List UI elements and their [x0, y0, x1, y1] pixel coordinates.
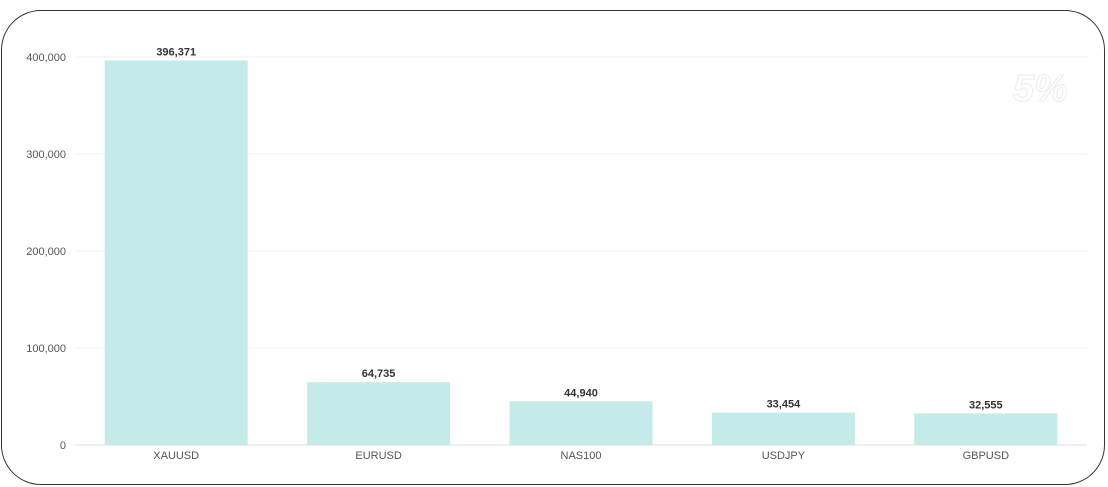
x-tick-label: XAUUSD: [153, 450, 199, 462]
y-tick-label: 100,000: [26, 343, 66, 355]
bar-eurusd[interactable]: [307, 382, 451, 445]
y-tick-label: 400,000: [26, 52, 66, 64]
y-tick-label: 300,000: [26, 149, 66, 161]
data-label: 396,371: [156, 47, 196, 59]
x-tick-label: NAS100: [561, 450, 602, 462]
watermark-logo: 5%: [1013, 68, 1068, 110]
bar-usdjpy[interactable]: [711, 412, 855, 445]
data-label: 44,940: [564, 387, 598, 399]
x-tick-label: EURUSD: [355, 450, 402, 462]
bar-gbpusd[interactable]: [914, 413, 1058, 445]
bar-nas100[interactable]: [509, 401, 653, 445]
data-label: 32,555: [969, 399, 1003, 411]
x-tick-label: USDJPY: [762, 450, 806, 462]
chart-frame: [1, 10, 1105, 485]
data-label: 33,454: [767, 399, 802, 411]
y-tick-label: 0: [60, 440, 66, 452]
bar-xauusd[interactable]: [104, 60, 248, 445]
y-tick-label: 200,000: [26, 246, 66, 258]
x-tick-label: GBPUSD: [963, 450, 1010, 462]
data-label: 64,735: [362, 368, 396, 380]
